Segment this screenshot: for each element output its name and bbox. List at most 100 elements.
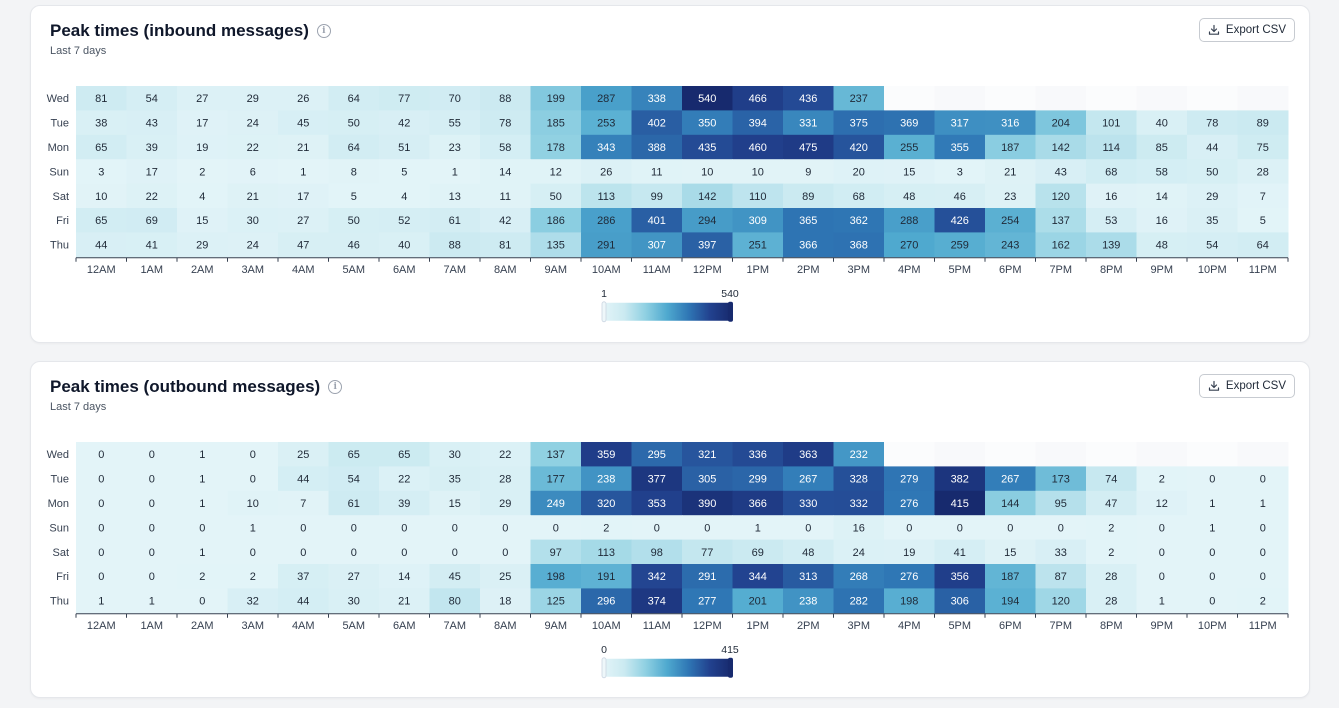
heatmap-cell[interactable] <box>884 183 935 209</box>
heatmap-cell[interactable] <box>732 442 784 467</box>
heatmap-cell[interactable] <box>732 110 784 136</box>
heatmap-cell[interactable] <box>631 490 683 516</box>
heatmap-cell[interactable] <box>631 110 683 136</box>
heatmap-cell[interactable] <box>833 466 885 492</box>
heatmap-cell[interactable] <box>1136 564 1188 589</box>
heatmap-cell[interactable] <box>177 110 228 136</box>
heatmap-cell[interactable] <box>126 110 178 136</box>
heatmap-cell[interactable] <box>1187 134 1238 160</box>
heatmap-cell[interactable] <box>278 86 329 111</box>
heatmap-cell[interactable] <box>126 134 178 160</box>
heatmap-cell[interactable] <box>934 515 986 541</box>
heatmap-cell[interactable] <box>1237 110 1289 136</box>
heatmap-cell[interactable] <box>581 208 632 233</box>
heatmap-cell[interactable] <box>732 208 784 233</box>
heatmap-cell[interactable] <box>783 232 834 258</box>
heatmap-cell[interactable] <box>126 515 178 541</box>
heatmap-cell[interactable] <box>328 564 380 589</box>
heatmap-cell[interactable] <box>530 490 582 516</box>
heatmap-cell[interactable] <box>429 183 481 209</box>
heatmap-cell[interactable] <box>1237 515 1289 541</box>
heatmap-cell[interactable] <box>833 232 885 258</box>
heatmap-cell[interactable] <box>732 86 784 111</box>
heatmap-cell[interactable] <box>379 232 430 258</box>
heatmap-cell[interactable] <box>227 490 279 516</box>
heatmap-cell[interactable] <box>76 564 127 589</box>
heatmap-cell[interactable] <box>227 466 279 492</box>
heatmap-cell[interactable] <box>732 539 784 565</box>
heatmap-cell[interactable] <box>530 159 582 185</box>
heatmap-cell[interactable] <box>278 159 329 185</box>
heatmap-cell[interactable] <box>429 490 481 516</box>
heatmap-cell[interactable] <box>884 232 935 258</box>
heatmap-cell[interactable] <box>682 134 733 160</box>
heatmap-cell[interactable] <box>480 442 531 467</box>
heatmap-cell[interactable] <box>126 588 178 614</box>
heatmap-cell[interactable] <box>1187 466 1238 492</box>
heatmap-cell[interactable] <box>126 232 178 258</box>
heatmap-cell[interactable] <box>783 208 834 233</box>
heatmap-cell[interactable] <box>884 539 935 565</box>
heatmap-cell[interactable] <box>76 515 127 541</box>
heatmap-cell[interactable] <box>328 588 380 614</box>
heatmap-cell[interactable] <box>833 183 885 209</box>
heatmap-cell[interactable] <box>1136 159 1188 185</box>
heatmap-cell[interactable] <box>934 539 986 565</box>
heatmap-cell[interactable] <box>631 134 683 160</box>
heatmap-cell[interactable] <box>934 183 986 209</box>
heatmap-cell[interactable] <box>833 159 885 185</box>
heatmap-cell[interactable] <box>227 539 279 565</box>
heatmap-cell[interactable] <box>1237 159 1289 185</box>
heatmap-cell[interactable] <box>76 539 127 565</box>
heatmap-cell[interactable] <box>1187 515 1238 541</box>
heatmap-cell[interactable] <box>833 110 885 136</box>
heatmap-cell[interactable] <box>328 232 380 258</box>
heatmap-cell[interactable] <box>783 86 834 111</box>
heatmap-cell[interactable] <box>581 159 632 185</box>
heatmap-cell[interactable] <box>732 490 784 516</box>
heatmap-cell[interactable] <box>177 208 228 233</box>
heatmap-cell[interactable] <box>278 232 329 258</box>
heatmap-cell[interactable] <box>1035 539 1087 565</box>
heatmap-cell[interactable] <box>429 86 481 111</box>
heatmap-cell[interactable] <box>530 232 582 258</box>
heatmap-cell[interactable] <box>1187 232 1238 258</box>
heatmap-cell[interactable] <box>76 490 127 516</box>
heatmap-cell[interactable] <box>833 86 885 111</box>
heatmap-cell[interactable] <box>985 490 1036 516</box>
heatmap-cell[interactable] <box>76 110 127 136</box>
heatmap-cell[interactable] <box>581 490 632 516</box>
heatmap-cell[interactable] <box>631 466 683 492</box>
heatmap-cell[interactable] <box>934 466 986 492</box>
heatmap-cell[interactable] <box>884 159 935 185</box>
heatmap-cell[interactable] <box>884 134 935 160</box>
legend-max-handle[interactable] <box>728 657 733 678</box>
heatmap-cell[interactable] <box>530 564 582 589</box>
heatmap-cell[interactable] <box>732 564 784 589</box>
heatmap-cell[interactable] <box>379 159 430 185</box>
info-icon[interactable]: i <box>316 24 331 38</box>
heatmap-cell[interactable] <box>227 86 279 111</box>
heatmap-cell[interactable] <box>985 564 1036 589</box>
heatmap-cell[interactable] <box>126 442 178 467</box>
legend-max-handle[interactable] <box>728 301 733 322</box>
heatmap-cell[interactable] <box>1035 183 1087 209</box>
heatmap-cell[interactable] <box>985 183 1036 209</box>
heatmap-cell[interactable] <box>934 110 986 136</box>
heatmap-cell[interactable] <box>682 515 733 541</box>
heatmap-cell[interactable] <box>429 208 481 233</box>
heatmap-cell[interactable] <box>379 208 430 233</box>
heatmap-cell[interactable] <box>682 208 733 233</box>
heatmap-cell[interactable] <box>1035 466 1087 492</box>
heatmap-cell[interactable] <box>682 490 733 516</box>
heatmap-cell[interactable] <box>884 466 935 492</box>
heatmap-cell[interactable] <box>429 588 481 614</box>
heatmap-cell[interactable] <box>682 539 733 565</box>
heatmap-cell[interactable] <box>429 232 481 258</box>
heatmap-cell[interactable] <box>1187 110 1238 136</box>
heatmap-cell[interactable] <box>126 86 178 111</box>
heatmap-cell[interactable] <box>833 564 885 589</box>
heatmap-cell[interactable] <box>1187 490 1238 516</box>
heatmap-cell[interactable] <box>126 490 178 516</box>
outbound-export-csv-button[interactable]: Export CSV <box>1198 374 1295 398</box>
